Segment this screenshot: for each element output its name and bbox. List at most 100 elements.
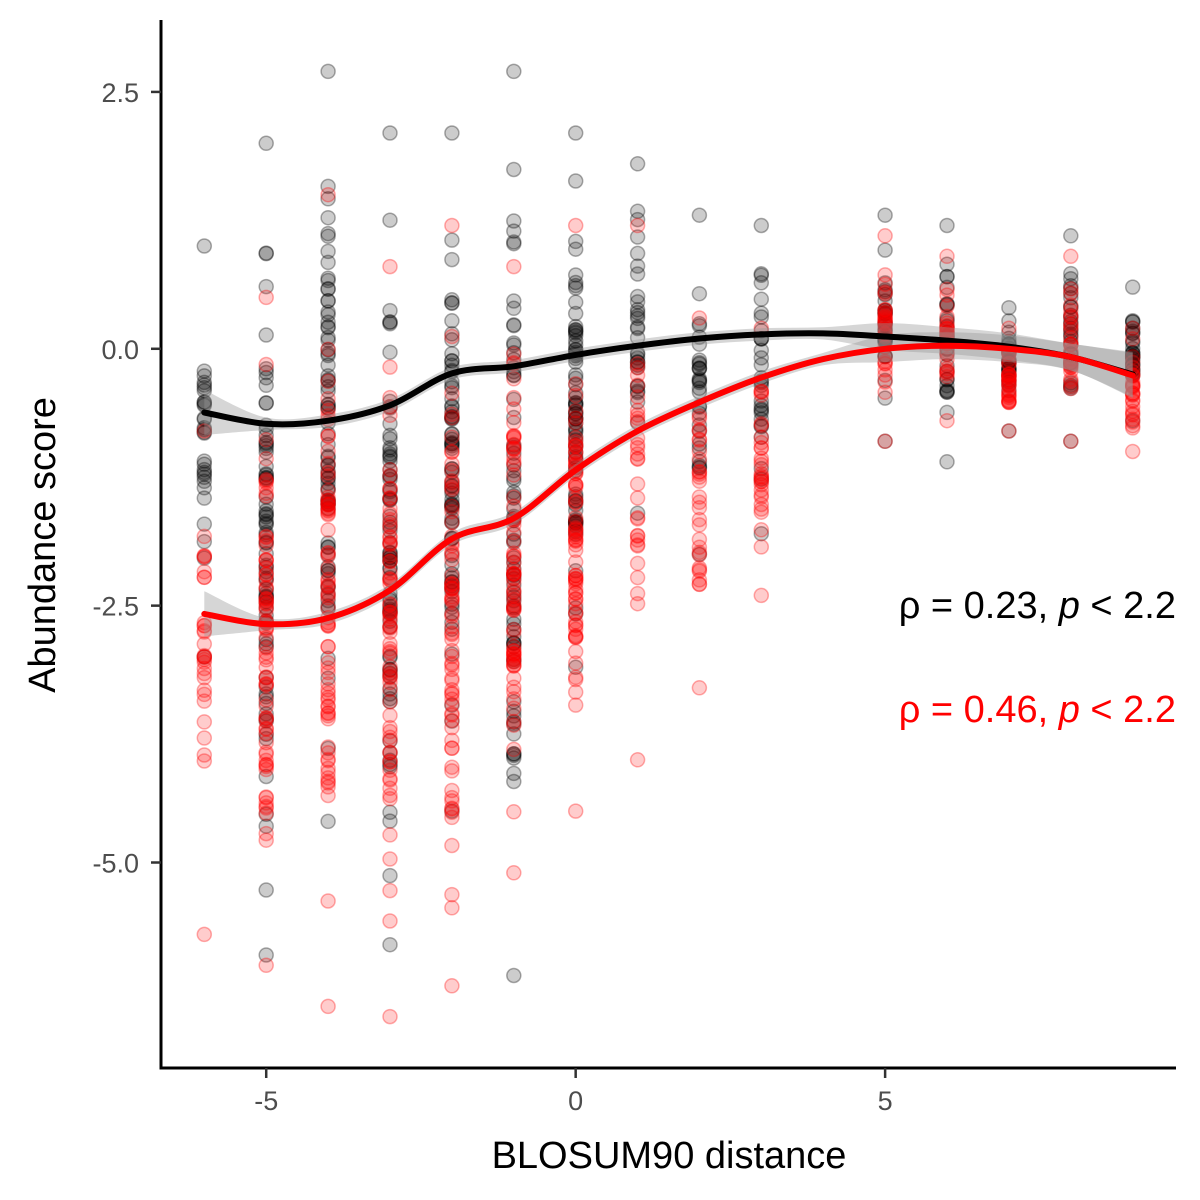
data-point bbox=[753, 402, 770, 419]
data-point bbox=[506, 456, 522, 472]
data-point bbox=[877, 315, 893, 332]
data-point bbox=[382, 545, 398, 561]
data-point bbox=[196, 730, 213, 746]
data-point bbox=[258, 730, 274, 747]
data-point bbox=[444, 713, 460, 729]
data-point bbox=[444, 804, 460, 821]
data-point bbox=[567, 526, 584, 542]
data-point bbox=[1001, 373, 1017, 389]
data-point bbox=[506, 439, 522, 455]
data-point bbox=[1063, 316, 1079, 333]
data-point bbox=[382, 544, 398, 561]
annotation-black: ρ = 0.23, p < 2.2 bbox=[899, 585, 1176, 627]
data-point bbox=[382, 442, 398, 458]
data-point bbox=[320, 428, 336, 445]
data-point bbox=[1063, 377, 1079, 393]
annotation-red-eq2: < 2.2 bbox=[1080, 689, 1176, 731]
data-point bbox=[506, 643, 522, 659]
data-point bbox=[444, 591, 460, 607]
data-point bbox=[258, 600, 274, 616]
data-point bbox=[444, 426, 460, 442]
data-point bbox=[567, 604, 584, 620]
data-point bbox=[320, 764, 336, 781]
data-point bbox=[444, 606, 460, 622]
data-point bbox=[258, 676, 274, 693]
data-point bbox=[258, 440, 274, 457]
data-point bbox=[258, 757, 274, 773]
data-point bbox=[444, 593, 460, 610]
data-point bbox=[567, 394, 584, 411]
data-point bbox=[1001, 423, 1017, 439]
data-point bbox=[320, 191, 336, 207]
data-point bbox=[567, 669, 584, 686]
data-point bbox=[444, 464, 460, 480]
data-point bbox=[382, 613, 398, 630]
data-point bbox=[258, 496, 274, 512]
data-point bbox=[567, 509, 584, 526]
data-point bbox=[567, 490, 584, 507]
data-point bbox=[753, 429, 770, 446]
data-point bbox=[320, 280, 336, 297]
data-point bbox=[320, 592, 336, 609]
data-point bbox=[320, 489, 336, 506]
data-point bbox=[258, 957, 274, 974]
data-point bbox=[753, 496, 770, 513]
data-point bbox=[691, 459, 708, 475]
data-point bbox=[691, 370, 708, 387]
data-point bbox=[506, 454, 522, 470]
data-point bbox=[939, 217, 955, 234]
data-point bbox=[320, 293, 336, 309]
data-point bbox=[629, 359, 646, 376]
data-point bbox=[567, 322, 584, 338]
data-point bbox=[877, 228, 893, 244]
data-point bbox=[444, 514, 460, 531]
data-point bbox=[320, 544, 336, 561]
data-point bbox=[753, 504, 770, 520]
data-point bbox=[877, 275, 893, 291]
data-point bbox=[1001, 372, 1017, 388]
data-point bbox=[939, 256, 955, 273]
data-point bbox=[506, 651, 522, 668]
data-point bbox=[506, 234, 522, 250]
data-point bbox=[939, 364, 955, 380]
data-point bbox=[382, 867, 398, 884]
data-point bbox=[382, 595, 398, 612]
data-point bbox=[1124, 412, 1141, 429]
data-point bbox=[258, 640, 274, 656]
data-point bbox=[567, 402, 584, 419]
data-point bbox=[320, 63, 336, 80]
data-point bbox=[382, 624, 398, 640]
data-point bbox=[382, 662, 398, 678]
data-point bbox=[320, 469, 336, 486]
data-point bbox=[567, 803, 584, 819]
data-point bbox=[1124, 331, 1141, 347]
data-point bbox=[196, 550, 213, 566]
data-point bbox=[258, 278, 274, 295]
data-point bbox=[258, 721, 274, 737]
data-point bbox=[1001, 366, 1017, 383]
data-point bbox=[382, 560, 398, 577]
data-point bbox=[753, 342, 770, 359]
data-point bbox=[506, 577, 522, 593]
data-point bbox=[382, 552, 398, 569]
data-point bbox=[196, 647, 213, 664]
data-point bbox=[320, 178, 336, 195]
data-point bbox=[196, 548, 213, 565]
data-point bbox=[320, 685, 336, 702]
data-point bbox=[1063, 309, 1079, 325]
data-point bbox=[382, 553, 398, 569]
data-point bbox=[258, 360, 274, 377]
data-point bbox=[753, 476, 770, 493]
data-point bbox=[506, 597, 522, 613]
data-point bbox=[1001, 423, 1017, 439]
data-point bbox=[196, 747, 213, 763]
data-point bbox=[258, 567, 274, 583]
data-point bbox=[506, 371, 522, 387]
data-point bbox=[506, 445, 522, 461]
data-point bbox=[382, 635, 398, 652]
data-point bbox=[691, 372, 708, 389]
data-point bbox=[444, 485, 460, 501]
data-point bbox=[444, 125, 460, 141]
data-point bbox=[382, 449, 398, 466]
data-point bbox=[258, 746, 274, 762]
